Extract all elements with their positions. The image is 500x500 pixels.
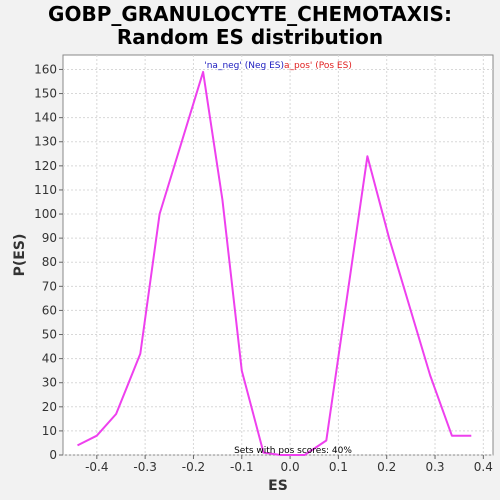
x-tick-label: -0.4 xyxy=(85,460,108,474)
x-tick-label: 0.4 xyxy=(474,460,493,474)
y-tick-label: 0 xyxy=(49,448,57,462)
y-tick-label: 70 xyxy=(42,279,57,293)
y-tick-label: 60 xyxy=(42,303,57,317)
x-tick-label: 0.2 xyxy=(377,460,396,474)
y-tick-label: 50 xyxy=(42,328,57,342)
legend-pos-label: a_pos' (Pos ES) xyxy=(284,61,352,71)
legend-neg-label: 'na_neg' (Neg ES) xyxy=(204,61,284,71)
y-tick-label: 160 xyxy=(34,62,57,76)
chart-title-line2: Random ES distribution xyxy=(117,25,383,49)
grid xyxy=(63,55,493,456)
plot-area xyxy=(62,54,494,456)
y-tick-label: 80 xyxy=(42,255,57,269)
y-tick-label: 110 xyxy=(34,183,57,197)
y-tick-label: 20 xyxy=(42,400,57,414)
x-tick-label: 0.3 xyxy=(425,460,444,474)
y-axis-label: P(ES) xyxy=(12,234,28,277)
x-axis: -0.4 -0.3 -0.2 -0.1 0.0 0.1 0.2 0.3 0.4 xyxy=(85,455,493,474)
series-layer xyxy=(77,70,472,456)
y-tick-label: 120 xyxy=(34,159,57,173)
pos-scores-annotation: Sets with pos scores: 40% xyxy=(234,446,352,456)
y-tick-label: 140 xyxy=(34,111,57,125)
y-tick-label: 130 xyxy=(34,135,57,149)
x-tick-label: -0.2 xyxy=(182,460,205,474)
y-axis: 0 10 20 30 40 50 60 70 80 90 100 110 120 130 140 150 160 xyxy=(34,62,63,462)
y-tick-label: 30 xyxy=(42,376,57,390)
x-tick-label: 0.0 xyxy=(281,460,300,474)
series-line xyxy=(77,70,472,456)
y-tick-label: 150 xyxy=(34,87,57,101)
x-axis-label: ES xyxy=(268,478,288,494)
x-tick-label: 0.1 xyxy=(329,460,348,474)
x-tick-label: -0.3 xyxy=(133,460,156,474)
y-tick-label: 40 xyxy=(42,352,57,366)
chart-title-line1: GOBP_GRANULOCYTE_CHEMOTAXIS: xyxy=(48,2,452,26)
y-tick-label: 90 xyxy=(42,231,57,245)
x-tick-label: -0.1 xyxy=(230,460,253,474)
y-tick-label: 10 xyxy=(42,424,57,438)
y-tick-label: 100 xyxy=(34,207,57,221)
